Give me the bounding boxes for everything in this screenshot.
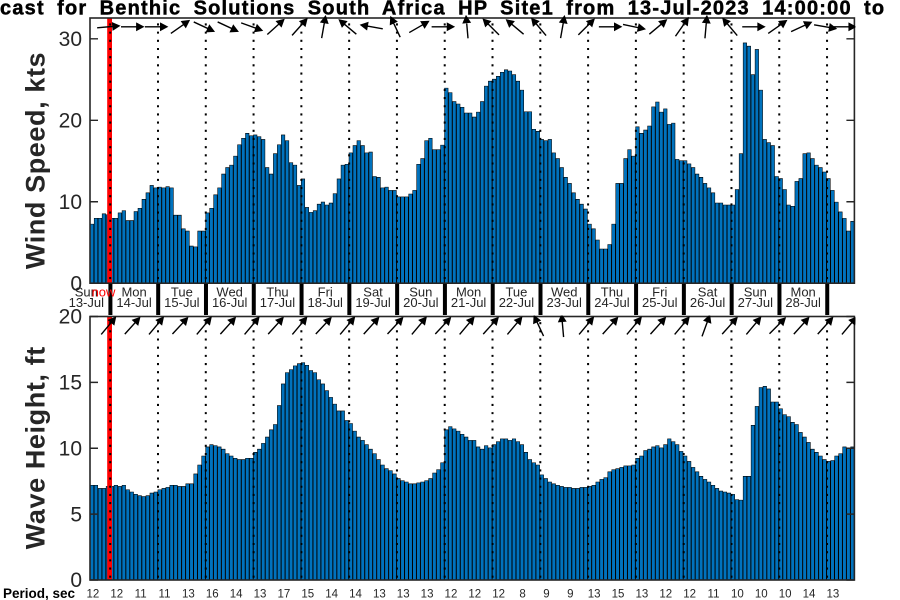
svg-text:17: 17 [277,589,290,600]
svg-text:13: 13 [254,589,267,600]
svg-text:14-Jul: 14-Jul [116,295,152,310]
svg-text:10: 10 [779,589,792,600]
svg-text:13: 13 [636,589,649,600]
svg-text:24-Jul: 24-Jul [594,295,630,310]
svg-text:Wave Height, ft: Wave Height, ft [21,346,51,549]
svg-text:0: 0 [70,272,82,295]
svg-text:5: 5 [70,503,82,526]
svg-text:Mon: Mon [790,285,815,300]
svg-text:20: 20 [59,306,82,329]
svg-text:14: 14 [325,589,338,600]
svg-text:13: 13 [182,589,195,600]
svg-text:Sun: Sun [75,285,98,300]
svg-text:17-Jul: 17-Jul [260,295,296,310]
svg-text:19-Jul: 19-Jul [355,295,391,310]
svg-text:Tue: Tue [505,285,527,300]
svg-text:21-Jul: 21-Jul [451,295,487,310]
svg-text:Thu: Thu [266,285,288,300]
svg-text:11: 11 [159,589,171,600]
svg-text:Wed: Wed [216,285,243,300]
svg-text:30: 30 [59,28,82,51]
svg-text:12: 12 [445,589,458,600]
svg-text:28-Jul: 28-Jul [785,295,821,310]
svg-text:14: 14 [349,589,362,600]
svg-text:Thu: Thu [601,285,623,300]
svg-text:Tue: Tue [171,285,193,300]
svg-text:0: 0 [70,569,82,592]
svg-text:12: 12 [468,589,481,600]
svg-text:Mon: Mon [121,285,146,300]
svg-text:13: 13 [826,589,839,600]
svg-text:15: 15 [59,372,82,395]
svg-text:10: 10 [731,589,744,600]
svg-text:10: 10 [59,437,82,460]
svg-text:9: 9 [543,589,549,600]
svg-text:Fri: Fri [652,285,667,300]
svg-text:13: 13 [588,589,601,600]
svg-text:18-Jul: 18-Jul [308,295,344,310]
svg-text:27-Jul: 27-Jul [738,295,774,310]
svg-text:20: 20 [59,110,82,133]
svg-text:8: 8 [519,589,525,600]
svg-text:12: 12 [110,589,123,600]
svg-text:16-Jul: 16-Jul [212,295,248,310]
svg-text:13-Jul: 13-Jul [69,295,105,310]
svg-text:Fri: Fri [318,285,333,300]
svg-text:now: now [92,285,116,300]
svg-text:Sat: Sat [698,285,718,300]
svg-text:cast for Benthic Solutions Sou: cast for Benthic Solutions South Africa … [0,0,885,20]
svg-text:14: 14 [230,589,243,600]
svg-text:14: 14 [803,589,816,600]
svg-text:12: 12 [492,589,505,600]
svg-text:20-Jul: 20-Jul [403,295,439,310]
svg-text:13: 13 [421,589,434,600]
svg-text:12: 12 [87,589,100,600]
svg-text:15: 15 [612,589,625,600]
svg-text:Wed: Wed [551,285,578,300]
svg-text:Sun: Sun [409,285,432,300]
svg-text:22-Jul: 22-Jul [499,295,535,310]
svg-text:10: 10 [755,589,768,600]
svg-text:Sun: Sun [744,285,767,300]
svg-text:11: 11 [135,589,147,600]
svg-text:25-Jul: 25-Jul [642,295,678,310]
svg-text:13: 13 [397,589,410,600]
svg-text:11: 11 [708,589,720,600]
svg-text:15: 15 [301,589,314,600]
svg-text:9: 9 [567,589,573,600]
svg-text:16: 16 [206,589,219,600]
svg-text:Period, sec: Period, sec [3,586,76,600]
svg-text:Sat: Sat [363,285,383,300]
svg-text:12: 12 [659,589,672,600]
svg-text:23-Jul: 23-Jul [546,295,582,310]
svg-text:15-Jul: 15-Jul [164,295,200,310]
svg-text:26-Jul: 26-Jul [690,295,726,310]
svg-text:Wind Speed, kts: Wind Speed, kts [21,52,51,269]
svg-text:13: 13 [373,589,386,600]
svg-text:12: 12 [683,589,696,600]
svg-text:Mon: Mon [456,285,481,300]
svg-text:10: 10 [59,191,82,214]
